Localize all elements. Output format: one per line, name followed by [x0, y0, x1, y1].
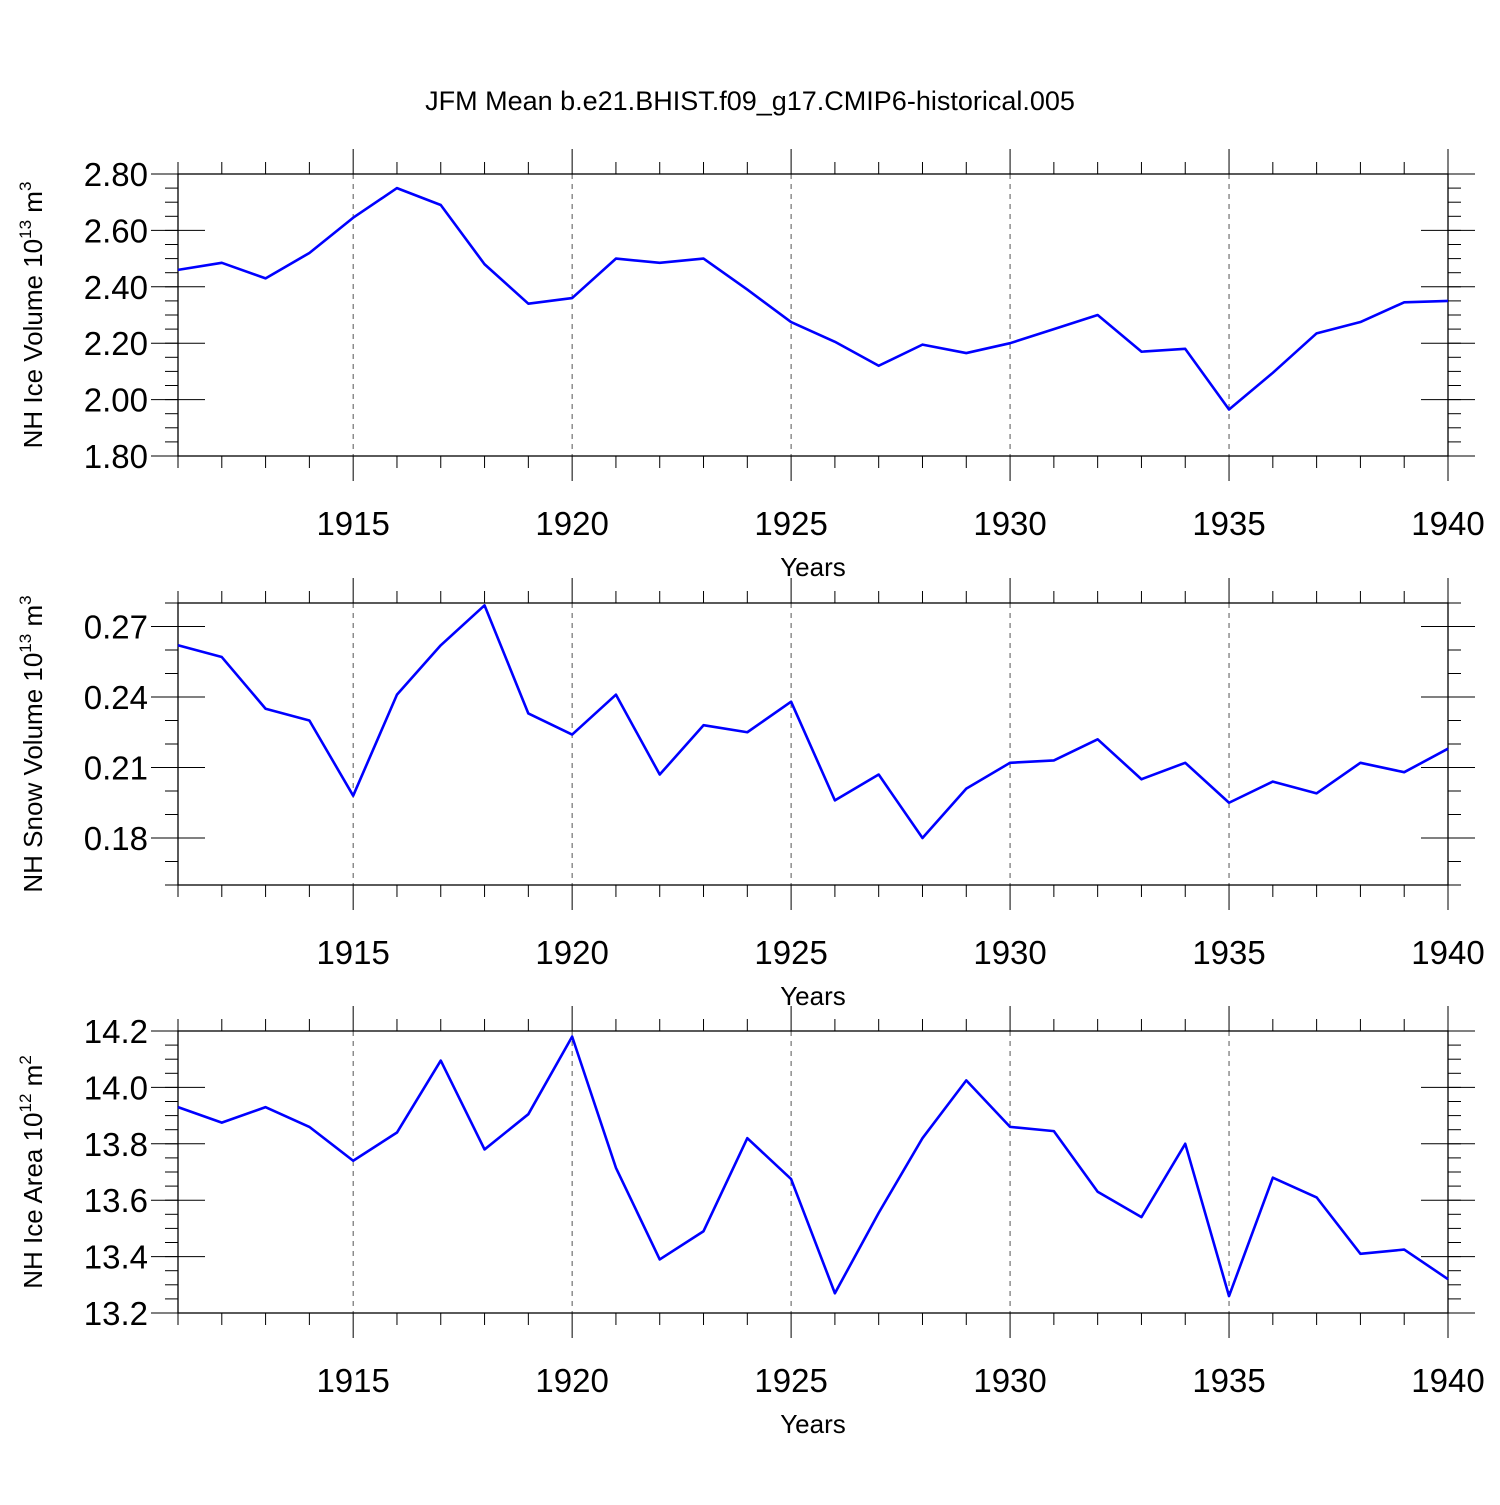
- y-tick-label: 14.0: [84, 1069, 148, 1106]
- figure-title: JFM Mean b.e21.BHIST.f09_g17.CMIP6-histo…: [425, 86, 1075, 116]
- y-tick-label: 2.60: [84, 212, 148, 249]
- plot-frame: [177, 173, 1449, 457]
- x-tick-label: 1935: [1192, 505, 1265, 542]
- x-tick-label: 1915: [316, 505, 389, 542]
- x-tick-label: 1920: [535, 505, 608, 542]
- y-tick-label: 13.2: [84, 1295, 148, 1332]
- series-line-nh-snow-volume: [177, 604, 1449, 840]
- x-axis-title: Years: [780, 1409, 846, 1439]
- y-tick-label: 0.24: [84, 679, 148, 716]
- x-tick-label: 1930: [973, 1362, 1046, 1399]
- y-tick-label: 2.80: [84, 156, 148, 193]
- x-tick-label: 1920: [535, 934, 608, 971]
- y-tick-label: 0.18: [84, 820, 148, 857]
- plot-frame: [177, 602, 1449, 886]
- plot-frame: [177, 1030, 1449, 1314]
- x-tick-label: 1930: [973, 505, 1046, 542]
- panel-3: 13.2 13.4 13.6 13.8 14.0 14.2 1915 1920 1925 1930…: [16, 1006, 1485, 1439]
- x-tick-label: 1915: [316, 934, 389, 971]
- x-tick-label: 1925: [754, 1362, 827, 1399]
- x-axis-title: Years: [780, 981, 846, 1011]
- y-tick-label: 14.2: [84, 1013, 148, 1050]
- series-line-nh-ice-volume: [177, 186, 1449, 411]
- x-tick-label: 1915: [316, 1362, 389, 1399]
- x-tick-label: 1935: [1192, 1362, 1265, 1399]
- y-tick-label: 2.20: [84, 325, 148, 362]
- series-line-nh-ice-area: [177, 1035, 1449, 1298]
- x-tick-label: 1940: [1411, 934, 1484, 971]
- y-tick-label: 0.27: [84, 609, 148, 646]
- x-tick-label: 1930: [973, 934, 1046, 971]
- y-axis-title: NH Ice Volume 1013 m3: [16, 182, 48, 449]
- y-tick-label: 2.40: [84, 269, 148, 306]
- x-axis-title: Years: [780, 552, 846, 582]
- x-tick-label: 1925: [754, 934, 827, 971]
- x-tick-label: 1940: [1411, 505, 1484, 542]
- y-tick-label: 0.21: [84, 750, 148, 787]
- panel-2: 0.18 0.21 0.24 0.27 1915 1920 1925 1930 1935 1940…: [16, 578, 1485, 1011]
- x-tick-label: 1935: [1192, 934, 1265, 971]
- panel-1: 1.80 2.00 2.20 2.40 2.60 2.80 1915 1920 1925 1930…: [16, 149, 1485, 582]
- y-tick-label: 13.4: [84, 1239, 148, 1276]
- y-axis-title: NH Ice Area 1012 m2: [16, 1055, 48, 1289]
- y-tick-label: 2.00: [84, 382, 148, 419]
- y-tick-label: 1.80: [84, 438, 148, 475]
- y-axis-title: NH Snow Volume 1013 m3: [16, 595, 48, 892]
- y-tick-label: 13.6: [84, 1182, 148, 1219]
- y-tick-label: 13.8: [84, 1126, 148, 1163]
- x-tick-label: 1920: [535, 1362, 608, 1399]
- x-tick-label: 1940: [1411, 1362, 1484, 1399]
- x-tick-label: 1925: [754, 505, 827, 542]
